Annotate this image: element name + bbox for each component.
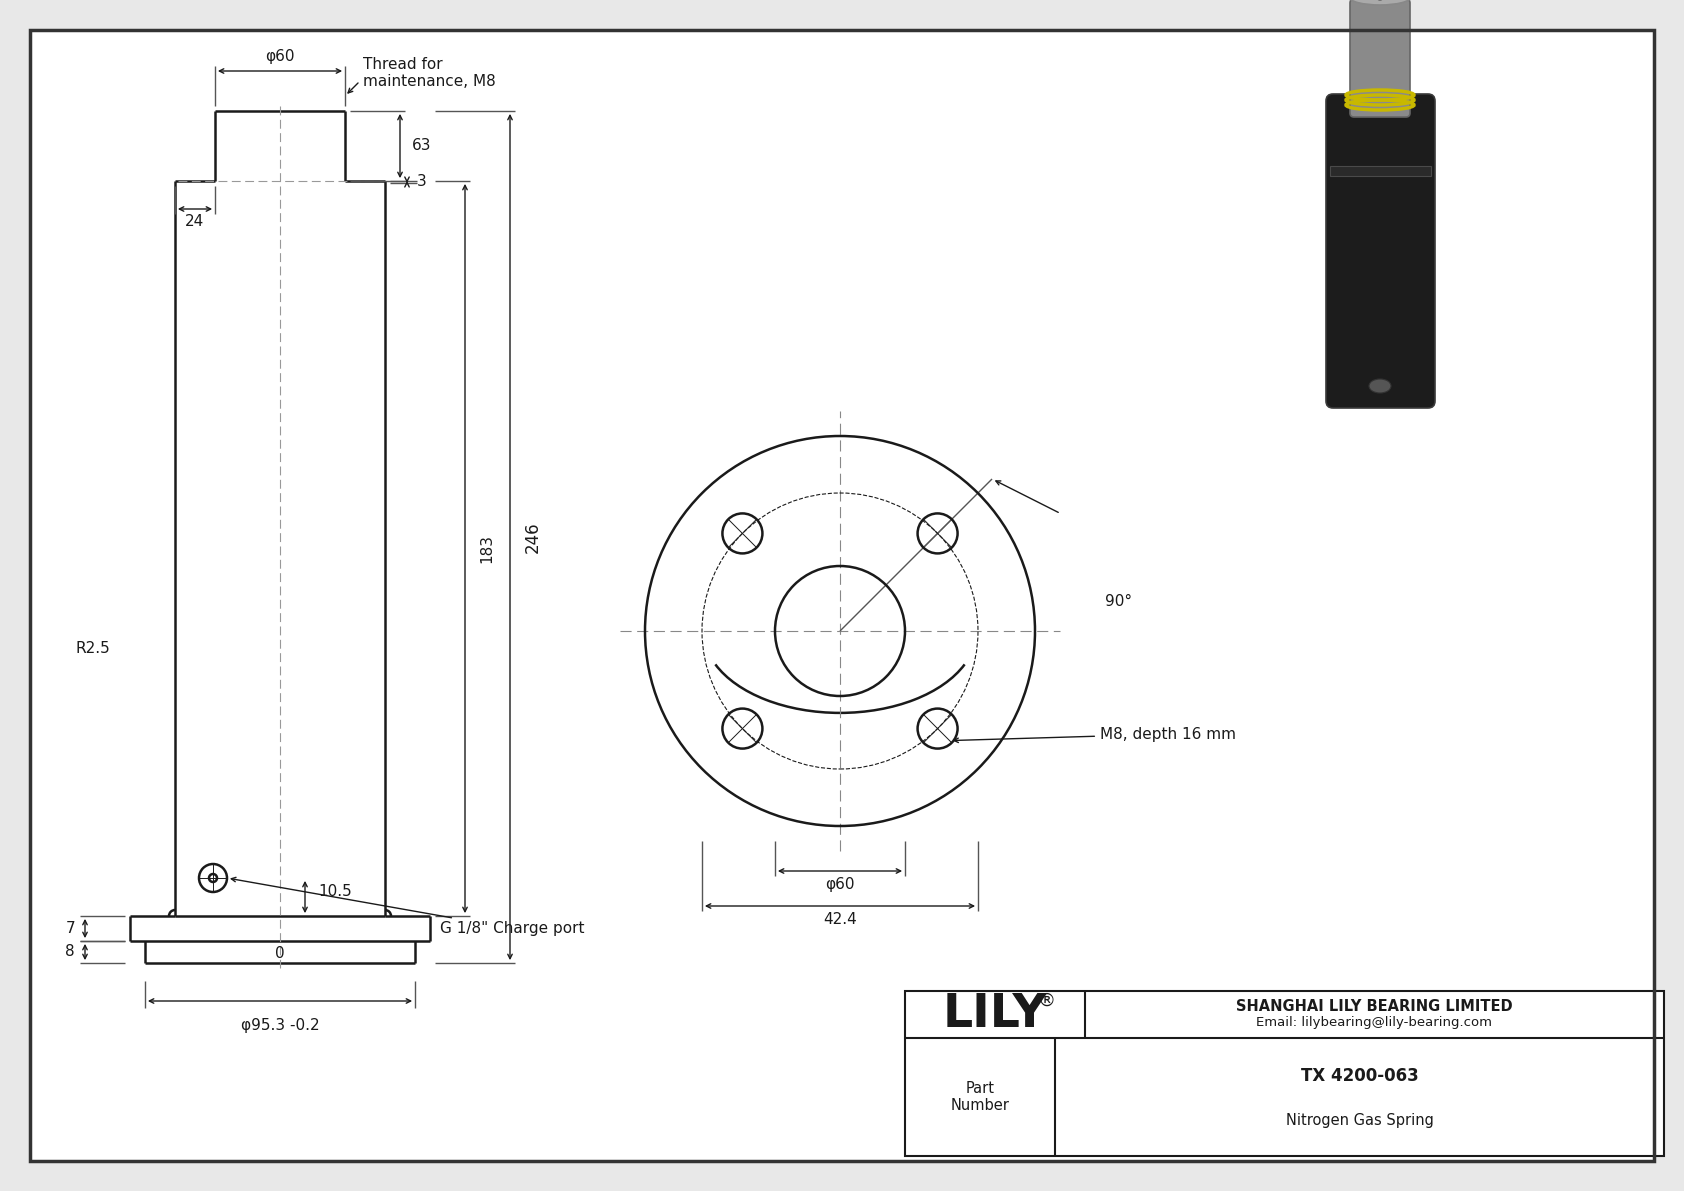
Text: φ60: φ60 <box>266 50 295 64</box>
Text: SHANGHAI LILY BEARING LIMITED: SHANGHAI LILY BEARING LIMITED <box>1236 998 1512 1014</box>
Text: M8, depth 16 mm: M8, depth 16 mm <box>953 727 1236 742</box>
Ellipse shape <box>1369 379 1391 393</box>
Text: TX 4200-063: TX 4200-063 <box>1300 1067 1418 1085</box>
Text: 8: 8 <box>66 944 76 960</box>
Text: 90°: 90° <box>1105 593 1132 609</box>
Text: 246: 246 <box>524 522 542 553</box>
Text: 63: 63 <box>413 138 431 154</box>
Text: ®: ® <box>1037 991 1054 1010</box>
Text: 10.5: 10.5 <box>318 885 352 899</box>
FancyBboxPatch shape <box>1325 94 1435 409</box>
Text: 183: 183 <box>478 534 493 563</box>
Bar <box>904 991 1664 1156</box>
Text: 24: 24 <box>185 213 205 229</box>
Ellipse shape <box>1349 0 1411 5</box>
Text: 42.4: 42.4 <box>823 912 857 928</box>
FancyBboxPatch shape <box>1351 0 1410 117</box>
Bar <box>904 991 1664 1156</box>
Text: 0: 0 <box>274 946 285 960</box>
Text: φ95.3 -0.2: φ95.3 -0.2 <box>241 1018 320 1033</box>
Text: G 1/8" Charge port: G 1/8" Charge port <box>231 878 584 936</box>
Text: 3: 3 <box>418 175 426 189</box>
Text: LILY: LILY <box>943 992 1047 1037</box>
Text: Part
Number: Part Number <box>950 1080 1009 1114</box>
Text: Thread for
maintenance, M8: Thread for maintenance, M8 <box>364 57 495 89</box>
Text: R2.5: R2.5 <box>76 641 109 656</box>
Bar <box>1330 166 1431 176</box>
Text: 7: 7 <box>66 921 76 936</box>
Text: Email: lilybearing@lily-bearing.com: Email: lilybearing@lily-bearing.com <box>1256 1016 1492 1029</box>
Text: φ60: φ60 <box>825 878 855 892</box>
Text: Nitrogen Gas Spring: Nitrogen Gas Spring <box>1285 1114 1433 1128</box>
